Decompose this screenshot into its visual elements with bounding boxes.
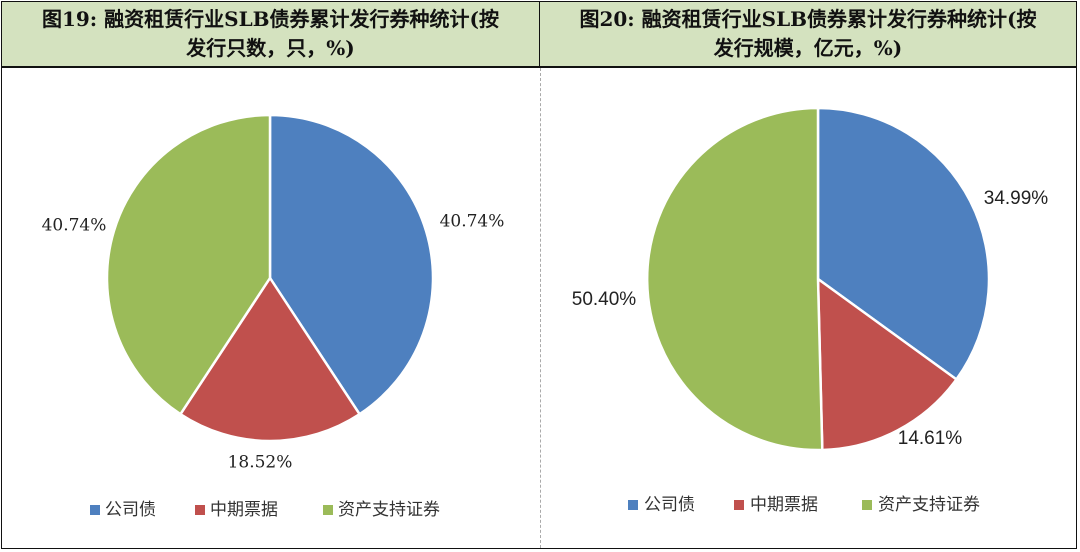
pie-slice-2: [179, 276, 361, 443]
pie-chart-1: 40.74% 18.52% 40.74% 公司债 中期票据 资产支持证券: [42, 113, 505, 520]
chart-title-left: 图19: 融资租赁行业SLB债券累计发行券种统计(按 发行只数，只，%): [2, 2, 540, 66]
legend: 公司债 中期票据 资产支持证券: [90, 500, 440, 520]
legend-swatch-3: [862, 500, 872, 510]
legend-swatch-1: [90, 505, 100, 515]
chart-title-right: 图20: 融资租赁行业SLB债券累计发行券种统计(按 发行规模，亿元，%): [540, 2, 1076, 66]
legend-swatch-2: [734, 500, 744, 510]
pie-slice-1: [816, 106, 991, 381]
data-label-3: 40.74%: [42, 216, 107, 236]
data-label-1: 40.74%: [440, 212, 505, 232]
pie-slice-3: [105, 113, 272, 416]
data-label-3: 50.40%: [572, 289, 637, 310]
legend: 公司债 中期票据 资产支持证券: [628, 495, 980, 515]
legend-label-3: 资产支持证券: [338, 500, 440, 520]
pie-slice-3: [645, 106, 824, 452]
chart-title-right-line2: 发行规模，亿元，%): [713, 36, 903, 60]
data-label-2: 18.52%: [228, 453, 293, 473]
panel-divider: [540, 68, 541, 548]
data-label-1: 34.99%: [984, 188, 1049, 209]
legend-label-3: 资产支持证券: [878, 495, 980, 515]
pie-slice-2: [816, 277, 958, 452]
legend-label-2: 中期票据: [210, 500, 278, 520]
legend-swatch-3: [323, 505, 333, 515]
chart-title-right-line1: 图20: 融资租赁行业SLB债券累计发行券种统计(按: [579, 7, 1037, 31]
legend-label-1: 公司债: [644, 495, 695, 515]
legend-label-1: 公司债: [105, 500, 156, 520]
chart-title-left-line2: 发行只数，只，%): [186, 36, 355, 60]
header-row: 图19: 融资租赁行业SLB债券累计发行券种统计(按 发行只数，只，%) 图20…: [2, 2, 1076, 68]
chart-title-left-line1: 图19: 融资租赁行业SLB债券累计发行券种统计(按: [41, 7, 500, 31]
data-label-2: 14.61%: [898, 428, 963, 449]
legend-label-2: 中期票据: [750, 495, 818, 515]
legend-swatch-2: [195, 505, 205, 515]
legend-swatch-1: [628, 500, 638, 510]
pie-chart-2: 34.99% 14.61% 50.40% 公司债 中期票据 资产支持证券: [572, 106, 1049, 515]
